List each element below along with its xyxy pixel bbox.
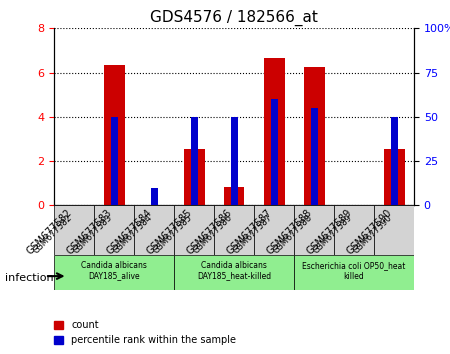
Text: GSM677587: GSM677587 bbox=[225, 208, 274, 257]
Text: GSM677587: GSM677587 bbox=[231, 213, 274, 255]
Text: GSM677589: GSM677589 bbox=[305, 208, 354, 257]
Text: GSM677585: GSM677585 bbox=[145, 208, 194, 257]
Text: Candida albicans
DAY185_alive: Candida albicans DAY185_alive bbox=[81, 261, 147, 280]
Bar bbox=[270, 99, 278, 205]
Text: GSM677583: GSM677583 bbox=[65, 208, 114, 257]
Text: GSM677586: GSM677586 bbox=[185, 208, 234, 257]
Bar bbox=[303, 67, 324, 205]
Text: GSM677590: GSM677590 bbox=[345, 208, 394, 257]
FancyBboxPatch shape bbox=[214, 205, 254, 255]
Text: GSM677590: GSM677590 bbox=[351, 213, 394, 255]
Text: GSM677589: GSM677589 bbox=[311, 213, 354, 255]
Text: GSM677588: GSM677588 bbox=[271, 213, 314, 255]
FancyBboxPatch shape bbox=[254, 205, 294, 255]
Text: Candida albicans
DAY185_heat-killed: Candida albicans DAY185_heat-killed bbox=[197, 261, 271, 280]
Bar bbox=[383, 149, 405, 205]
Text: infection: infection bbox=[4, 273, 53, 283]
FancyBboxPatch shape bbox=[134, 205, 174, 255]
Bar bbox=[111, 117, 117, 205]
Bar bbox=[391, 117, 397, 205]
Text: GSM677588: GSM677588 bbox=[265, 208, 314, 257]
FancyBboxPatch shape bbox=[54, 205, 94, 255]
FancyBboxPatch shape bbox=[94, 205, 134, 255]
Text: GSM677585: GSM677585 bbox=[152, 213, 194, 255]
Title: GDS4576 / 182566_at: GDS4576 / 182566_at bbox=[150, 9, 318, 25]
Bar bbox=[150, 188, 158, 205]
Bar bbox=[230, 117, 238, 205]
Bar bbox=[190, 117, 198, 205]
FancyBboxPatch shape bbox=[294, 255, 414, 290]
Text: GSM677584: GSM677584 bbox=[112, 213, 154, 255]
FancyBboxPatch shape bbox=[174, 255, 294, 290]
Text: GSM677582: GSM677582 bbox=[32, 213, 74, 255]
Bar bbox=[184, 149, 204, 205]
Bar bbox=[264, 58, 284, 205]
Bar bbox=[310, 108, 318, 205]
FancyBboxPatch shape bbox=[174, 205, 214, 255]
Text: GSM677582: GSM677582 bbox=[25, 208, 74, 257]
Bar bbox=[104, 65, 125, 205]
FancyBboxPatch shape bbox=[54, 255, 174, 290]
Bar bbox=[224, 187, 244, 205]
Text: GSM677584: GSM677584 bbox=[105, 208, 154, 257]
Legend: count, percentile rank within the sample: count, percentile rank within the sample bbox=[50, 316, 240, 349]
Text: GSM677583: GSM677583 bbox=[72, 213, 114, 255]
FancyBboxPatch shape bbox=[294, 205, 334, 255]
FancyBboxPatch shape bbox=[374, 205, 414, 255]
FancyBboxPatch shape bbox=[334, 205, 374, 255]
Text: Escherichia coli OP50_heat
killed: Escherichia coli OP50_heat killed bbox=[302, 261, 406, 280]
Text: GSM677586: GSM677586 bbox=[192, 213, 234, 255]
